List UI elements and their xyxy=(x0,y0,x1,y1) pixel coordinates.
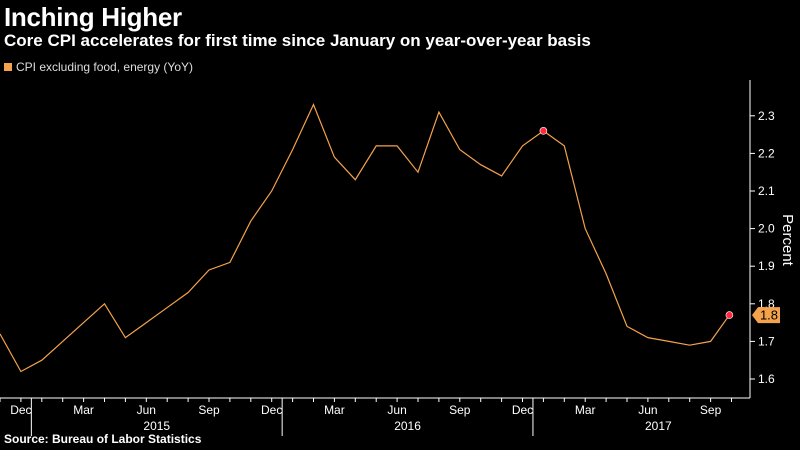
x-tick-label: Mar xyxy=(324,403,345,417)
y-tick-label: 2.0 xyxy=(758,222,775,236)
y-axis-label: Percent xyxy=(779,214,796,267)
x-tick-label: Dec xyxy=(512,403,533,417)
chart-marks: 1.8 xyxy=(0,103,780,373)
source-note: Source: Bureau of Labor Statistics xyxy=(4,432,202,446)
last-value-label: 1.8 xyxy=(760,308,778,323)
highlight-marker xyxy=(539,127,548,135)
x-tick-label: Sep xyxy=(449,403,471,417)
series-line xyxy=(0,103,730,373)
x-tick-label: Jun xyxy=(137,403,156,417)
last-value-flag xyxy=(752,307,780,324)
chart-axes: 1.6 1.7 1.8 1.9 2.0 2.1 2.2 2.3 Dec Mar Jun Sep Dec M… xyxy=(0,80,775,436)
legend-swatch xyxy=(4,63,12,71)
x-tick-label: Sep xyxy=(700,403,722,417)
x-tick-label: Sep xyxy=(198,403,220,417)
last-value-marker xyxy=(725,311,734,319)
x-year-label: 2016 xyxy=(394,419,421,433)
x-tick-label: Dec xyxy=(10,403,31,417)
y-tick-label: 1.6 xyxy=(758,372,775,386)
y-tick-label: 1.9 xyxy=(758,259,775,273)
x-tick-label: Dec xyxy=(261,403,282,417)
legend-label: CPI excluding food, energy (YoY) xyxy=(16,60,193,74)
chart-subtitle: Core CPI accelerates for first time sinc… xyxy=(4,31,591,50)
chart-title: Inching Higher xyxy=(4,2,182,32)
y-tick-label: 1.7 xyxy=(758,334,775,348)
x-tick-label: Mar xyxy=(575,403,596,417)
x-year-label: 2015 xyxy=(143,419,170,433)
x-tick-label: Jun xyxy=(638,403,657,417)
y-tick-label: 2.3 xyxy=(758,109,775,123)
x-year-label: 2017 xyxy=(645,419,672,433)
y-tick-label: 2.2 xyxy=(758,146,775,160)
y-tick-label: 2.1 xyxy=(758,184,775,198)
legend: CPI excluding food, energy (YoY) xyxy=(4,60,193,74)
x-tick-label: Mar xyxy=(73,403,94,417)
x-tick-label: Jun xyxy=(387,403,406,417)
